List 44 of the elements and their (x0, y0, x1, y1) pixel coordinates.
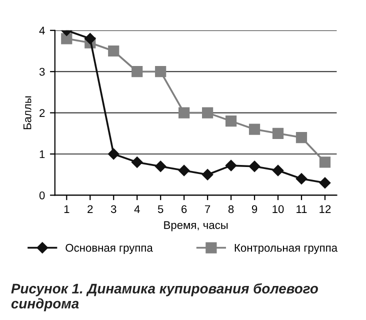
x-tick-label: 4 (134, 205, 140, 213)
point (178, 164, 190, 176)
y-tick-label: 0 (39, 191, 45, 200)
point (61, 33, 72, 44)
point (272, 128, 284, 139)
x-tick-label: 2 (88, 205, 93, 213)
point (248, 160, 260, 172)
point (131, 156, 143, 168)
point (108, 45, 120, 57)
y-tick-label: 2 (40, 109, 45, 117)
x-axis-title: Время, часы (164, 221, 228, 232)
x-tick-label: 12 (320, 205, 331, 213)
y-tick-label: 1 (40, 150, 45, 158)
y-tick-label: 3 (39, 68, 45, 76)
point (84, 33, 96, 44)
point (296, 173, 308, 184)
point (155, 66, 166, 78)
x-tick-label: 3 (110, 205, 116, 214)
x-tick-label: 1 (64, 205, 70, 213)
y-axis-title: Баллы (23, 96, 32, 130)
y-tick-label: 4 (39, 26, 45, 34)
x-tick-label: 7 (205, 205, 210, 213)
point (319, 156, 331, 168)
text: Рисунок 1. Динамика купирования болевого синдрома (11, 283, 318, 312)
point (108, 148, 120, 160)
legend-label: Основная группа (66, 244, 153, 254)
x-tick-label: 5 (158, 205, 164, 214)
point (178, 107, 190, 118)
x-tick-label: 8 (228, 205, 234, 214)
x-tick-label: 10 (272, 205, 284, 214)
x-tick-label: 6 (182, 205, 187, 214)
legend-label: Контрольная группа (234, 244, 338, 254)
point (202, 107, 214, 118)
point (132, 66, 143, 78)
point (202, 168, 214, 180)
point (296, 132, 308, 144)
point (225, 160, 237, 172)
point (225, 115, 237, 127)
point (319, 177, 331, 188)
x-tick-label: 11 (296, 205, 307, 213)
point (272, 164, 284, 176)
point (154, 160, 166, 172)
point (248, 124, 260, 135)
x-tick-label: 9 (252, 205, 258, 214)
